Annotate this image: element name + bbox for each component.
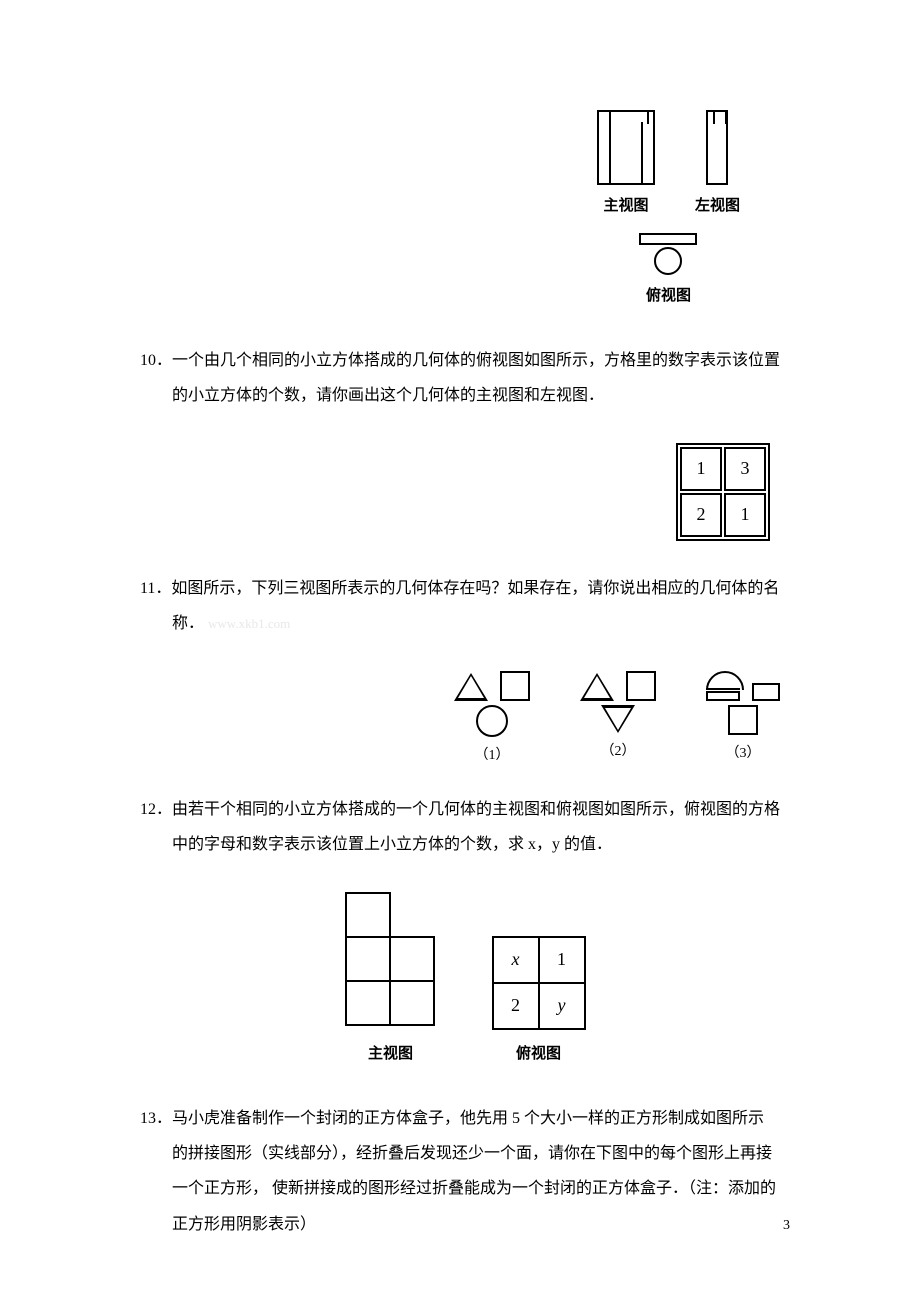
- q12-top-label: 俯视图: [516, 1038, 561, 1071]
- q13-number: 13．: [140, 1110, 172, 1127]
- q10-grid-table: 1 3 2 1: [676, 443, 770, 540]
- page-number: 3: [783, 1211, 790, 1242]
- q13-text-line1: 马小虎准备制作一个封闭的正方体盒子，他先用 5 个大小一样的正方形制成如图所示: [172, 1110, 764, 1127]
- q9-left-view-shape: [706, 110, 728, 185]
- question-10: 10．一个由几个相同的小立方体搭成的几何体的俯视图如图所示，方格里的数字表示该位…: [140, 343, 790, 413]
- question-11: 11．如图所示，下列三视图所表示的几何体存在吗？如果存在，请你说出相应的几何体的…: [140, 571, 790, 641]
- q12-top-cell-1-0: 2: [493, 983, 539, 1029]
- q11-figure: （1） （2） （3）: [140, 671, 790, 772]
- q11-number: 11．: [140, 580, 171, 597]
- q12-text-line1: 由若干个相同的小立方体搭成的一个几何体的主视图和俯视图如图所示，俯视图的方格: [172, 801, 780, 818]
- q10-cell-1-0: 2: [680, 493, 722, 537]
- q10-number: 10．: [140, 352, 172, 369]
- triangle-icon: [454, 673, 488, 701]
- q9-top-view-shape: [639, 233, 697, 275]
- q11-label-3: （3）: [726, 739, 761, 770]
- question-13: 13．马小虎准备制作一个封闭的正方体盒子，他先用 5 个大小一样的正方形制成如图…: [140, 1101, 790, 1242]
- triangle-down-icon: [601, 705, 635, 733]
- q11-set-3: （3）: [706, 671, 780, 772]
- square-icon: [500, 671, 530, 701]
- q12-top-view: x 1 2 y: [492, 936, 586, 1030]
- q9-main-view-shape: [597, 110, 655, 185]
- q10-text-line2: 的小立方体的个数，请你画出这个几何体的主视图和左视图．: [140, 378, 790, 413]
- q11-set-1: （1）: [454, 671, 530, 772]
- circle-icon: [476, 705, 508, 737]
- q10-cell-1-1: 1: [724, 493, 766, 537]
- q12-number: 12．: [140, 801, 172, 818]
- q12-main-view: [345, 892, 437, 1030]
- q10-text-line1: 一个由几个相同的小立方体搭成的几何体的俯视图如图所示，方格里的数字表示该位置: [172, 352, 780, 369]
- q11-watermark: www.xkb1.com: [208, 616, 290, 631]
- q12-top-cell-1-1: y: [539, 983, 585, 1029]
- q13-text-line2: 的拼接图形（实线部分），经折叠后发现还少一个面，请你在下图中的每个图形上再接: [140, 1136, 790, 1171]
- q10-figure: 1 3 2 1: [140, 443, 790, 540]
- q12-top-cell-0-0: x: [493, 937, 539, 983]
- square-icon: [728, 705, 758, 735]
- q9-left-label: 左视图: [695, 190, 740, 223]
- q11-set-2: （2）: [580, 671, 656, 772]
- rect-icon: [752, 683, 780, 701]
- q9-figure: 主视图 左视图 俯视图: [140, 110, 790, 313]
- q13-text-line4: 正方形用阴影表示）: [140, 1207, 790, 1242]
- q11-label-2: （2）: [601, 737, 636, 768]
- q10-cell-0-0: 1: [680, 447, 722, 491]
- q11-label-1: （1）: [475, 741, 510, 772]
- halfdome-icon: [706, 671, 740, 701]
- q12-figure: 主视图 x 1 2 y 俯视图: [140, 892, 790, 1071]
- q12-top-cell-0-1: 1: [539, 937, 585, 983]
- q12-text-line2: 中的字母和数字表示该位置上小立方体的个数，求 x，y 的值．: [140, 827, 790, 862]
- q9-main-label: 主视图: [603, 190, 648, 223]
- square-icon: [626, 671, 656, 701]
- q9-top-label: 俯视图: [646, 280, 691, 313]
- q11-text-line1: 如图所示，下列三视图所表示的几何体存在吗？如果存在，请你说出相应的几何体的名: [171, 580, 779, 597]
- q13-text-line3: 一个正方形， 使新拼接成的图形经过折叠能成为一个封闭的正方体盒子．（注：添加的: [140, 1171, 790, 1206]
- q11-text-line2: 称．: [172, 615, 204, 632]
- q12-main-label: 主视图: [368, 1038, 413, 1071]
- q10-cell-0-1: 3: [724, 447, 766, 491]
- question-12: 12．由若干个相同的小立方体搭成的一个几何体的主视图和俯视图如图所示，俯视图的方…: [140, 792, 790, 862]
- triangle-icon: [580, 673, 614, 701]
